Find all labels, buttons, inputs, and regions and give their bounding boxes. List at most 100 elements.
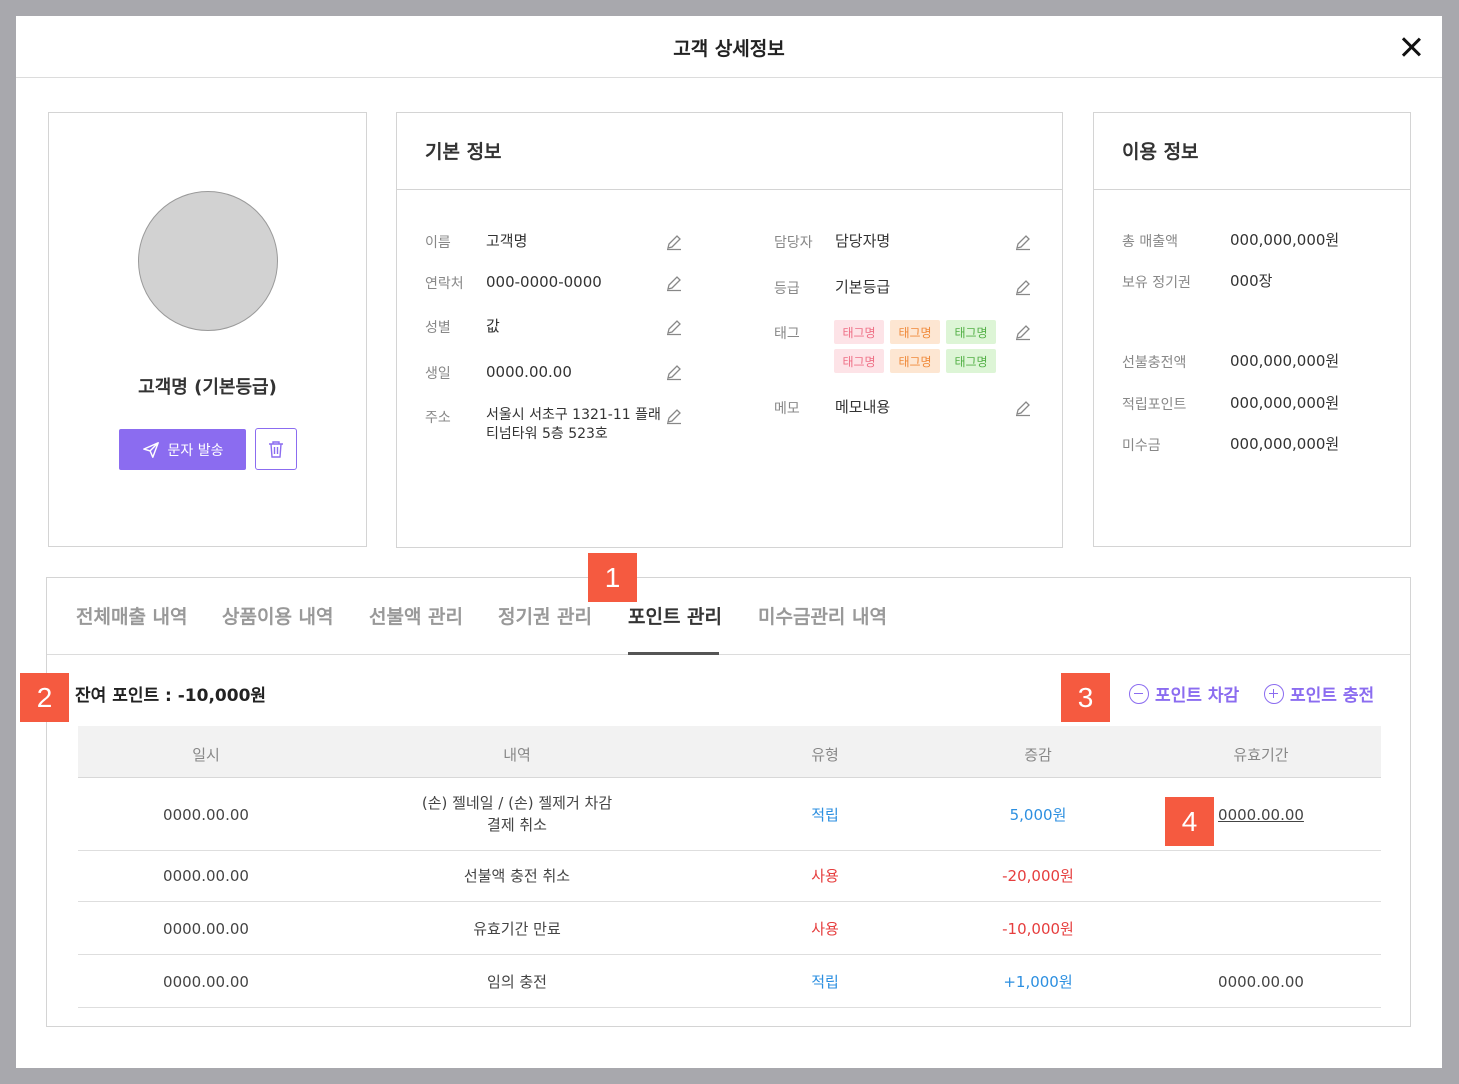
edit-memo-pencil-icon[interactable]: [1014, 399, 1032, 417]
tabs-bar: 전체매출 내역 상품이용 내역 선불액 관리 정기권 관리 포인트 관리 미수금…: [47, 578, 1410, 655]
tag-chip[interactable]: 태그명: [890, 320, 940, 344]
close-icon[interactable]: [1398, 34, 1424, 60]
table-row: 0000.00.00 임의 충전 적립 +1,000원 0000.00.00: [78, 955, 1381, 1008]
row-detail: 임의 충전: [487, 973, 547, 991]
tag-chip[interactable]: 태그명: [946, 320, 996, 344]
usage-info-card: 이용 정보 총 매출액 000,000,000원 보유 정기권 000장 선불충…: [1093, 112, 1411, 547]
trash-icon: [269, 441, 283, 458]
charge-points-button[interactable]: 포인트 충전: [1264, 681, 1374, 706]
row-type: 사용: [811, 920, 839, 938]
table-header: 일시 내역 유형 증감 유효기간: [78, 726, 1381, 778]
modal-header: 고객 상세정보: [16, 16, 1442, 78]
delete-button[interactable]: [255, 428, 297, 470]
grade-label: 등급: [774, 281, 800, 297]
column-header-expiry: 유효기간: [1233, 746, 1289, 764]
profile-name: 고객명 (기본등급): [138, 377, 277, 398]
basic-info-title: 기본 정보: [425, 141, 502, 163]
customer-detail-modal: 고객 상세정보 고객명 (기본등급) 문자 발송 기본 정보 이름 고객명 연락…: [16, 16, 1442, 1068]
table-row: 0000.00.00 유효기간 만료 사용 -10,000원: [78, 902, 1381, 955]
active-tab-indicator: [628, 652, 719, 655]
edit-birthday-pencil-icon[interactable]: [665, 363, 683, 381]
table-row: 0000.00.00 (손) 젤네일 / (손) 젤제거 차감 결제 취소 적립…: [78, 778, 1381, 851]
birthday-label: 생일: [425, 366, 451, 382]
tag-chip[interactable]: 태그명: [834, 320, 884, 344]
row-date: 0000.00.00: [163, 867, 249, 885]
minus-circle-icon: [1129, 683, 1149, 704]
edit-address-pencil-icon[interactable]: [665, 407, 683, 425]
edit-tag-pencil-icon[interactable]: [1014, 323, 1032, 341]
tag-chip[interactable]: 태그명: [946, 349, 996, 373]
modal-title: 고객 상세정보: [673, 38, 785, 60]
memo-value: 메모내용: [835, 398, 891, 416]
plus-circle-icon: [1264, 683, 1284, 704]
tab-prepaid[interactable]: 선불액 관리: [369, 606, 464, 628]
pass-count-label: 보유 정기권: [1122, 275, 1191, 291]
row-type: 사용: [811, 867, 839, 885]
row-date: 0000.00.00: [163, 806, 249, 824]
name-label: 이름: [425, 235, 451, 251]
column-header-date: 일시: [192, 746, 220, 764]
phone-label: 연락처: [425, 276, 464, 292]
total-sales-value: 000,000,000원: [1230, 231, 1340, 249]
gender-value: 값: [486, 317, 500, 335]
gender-label: 성별: [425, 320, 451, 336]
row-delta: 5,000원: [1009, 806, 1067, 824]
name-value: 고객명: [486, 232, 528, 250]
profile-card: 고객명 (기본등급) 문자 발송: [48, 112, 367, 547]
row-date: 0000.00.00: [163, 973, 249, 991]
edit-gender-pencil-icon[interactable]: [665, 318, 683, 336]
deduct-points-button[interactable]: 포인트 차감: [1129, 681, 1239, 706]
prepaid-label: 선불충전액: [1122, 355, 1187, 371]
row-type: 적립: [811, 806, 839, 824]
birthday-value: 0000.00.00: [486, 363, 572, 381]
annotation-marker-1: 1: [588, 553, 637, 602]
annotation-marker-3: 3: [1061, 673, 1110, 722]
address-value-line1: 서울시 서초구 1321-11 플래: [486, 407, 661, 423]
send-sms-label: 문자 발송: [167, 442, 224, 459]
tab-product-usage[interactable]: 상품이용 내역: [222, 606, 334, 628]
basic-info-card: 기본 정보 이름 고객명 연락처 000-0000-0000 성별 값 생일 0…: [396, 112, 1063, 548]
edit-name-pencil-icon[interactable]: [665, 233, 683, 251]
tab-total-sales[interactable]: 전체매출 내역: [76, 606, 188, 628]
row-delta: +1,000원: [1003, 973, 1073, 991]
prepaid-value: 000,000,000원: [1230, 352, 1340, 370]
unpaid-value: 000,000,000원: [1230, 435, 1340, 453]
edit-manager-pencil-icon[interactable]: [1014, 233, 1032, 251]
points-value: 000,000,000원: [1230, 394, 1340, 412]
send-icon: [142, 441, 159, 458]
column-header-type: 유형: [811, 746, 839, 764]
row-type: 적립: [811, 973, 839, 991]
table-row: 0000.00.00 선불액 충전 취소 사용 -20,000원: [78, 851, 1381, 902]
total-sales-label: 총 매출액: [1122, 234, 1178, 250]
manager-label: 담당자: [774, 235, 813, 251]
column-header-delta: 증감: [1024, 746, 1052, 764]
row-detail: 유효기간 만료: [473, 920, 561, 938]
unpaid-label: 미수금: [1122, 438, 1161, 454]
row-delta: -10,000원: [1002, 920, 1074, 938]
tab-points[interactable]: 포인트 관리: [628, 606, 723, 628]
phone-value: 000-0000-0000: [486, 273, 602, 291]
basic-info-header: 기본 정보: [397, 113, 1062, 190]
avatar: [138, 191, 278, 331]
annotation-marker-2: 2: [20, 673, 69, 722]
tag-label: 태그: [774, 326, 800, 342]
row-expiry: 0000.00.00: [1218, 973, 1304, 991]
row-expiry-link[interactable]: 0000.00.00: [1218, 806, 1304, 824]
charge-points-label: 포인트 충전: [1290, 686, 1375, 706]
tab-pass[interactable]: 정기권 관리: [498, 606, 593, 628]
edit-grade-pencil-icon[interactable]: [1014, 278, 1032, 296]
row-detail-line1: (손) 젤네일 / (손) 젤제거 차감: [421, 794, 613, 812]
pass-count-value: 000장: [1230, 272, 1273, 290]
send-sms-button[interactable]: 문자 발송: [119, 429, 246, 470]
column-header-detail: 내역: [503, 746, 531, 764]
tag-chip[interactable]: 태그명: [890, 349, 940, 373]
memo-label: 메모: [774, 401, 800, 417]
address-label: 주소: [425, 410, 451, 426]
points-balance: 잔여 포인트 : -10,000원: [75, 686, 267, 706]
address-value-line2: 티넘타워 5층 523호: [486, 426, 608, 442]
edit-phone-pencil-icon[interactable]: [665, 274, 683, 292]
grade-value: 기본등급: [835, 278, 891, 296]
usage-info-header: 이용 정보: [1094, 113, 1410, 190]
tab-unpaid[interactable]: 미수금관리 내역: [758, 606, 887, 628]
tag-chip[interactable]: 태그명: [834, 349, 884, 373]
